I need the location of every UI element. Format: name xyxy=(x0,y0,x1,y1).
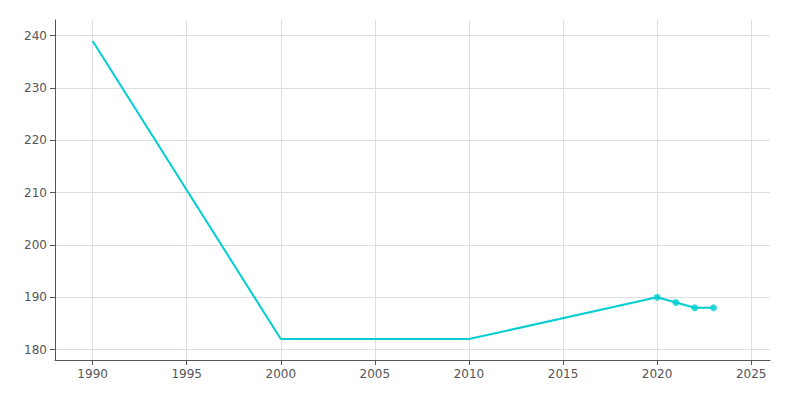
svg-text:200: 200 xyxy=(24,238,47,252)
svg-text:2025: 2025 xyxy=(736,367,767,381)
svg-text:2010: 2010 xyxy=(454,367,485,381)
svg-text:1995: 1995 xyxy=(171,367,202,381)
svg-text:220: 220 xyxy=(24,133,47,147)
svg-text:2020: 2020 xyxy=(642,367,673,381)
svg-text:2015: 2015 xyxy=(548,367,579,381)
svg-text:230: 230 xyxy=(24,81,47,95)
svg-text:240: 240 xyxy=(24,29,47,43)
svg-text:2005: 2005 xyxy=(360,367,391,381)
svg-text:2000: 2000 xyxy=(266,367,297,381)
svg-text:1990: 1990 xyxy=(77,367,108,381)
svg-text:180: 180 xyxy=(24,343,47,357)
svg-text:190: 190 xyxy=(24,290,47,304)
svg-text:210: 210 xyxy=(24,186,47,200)
